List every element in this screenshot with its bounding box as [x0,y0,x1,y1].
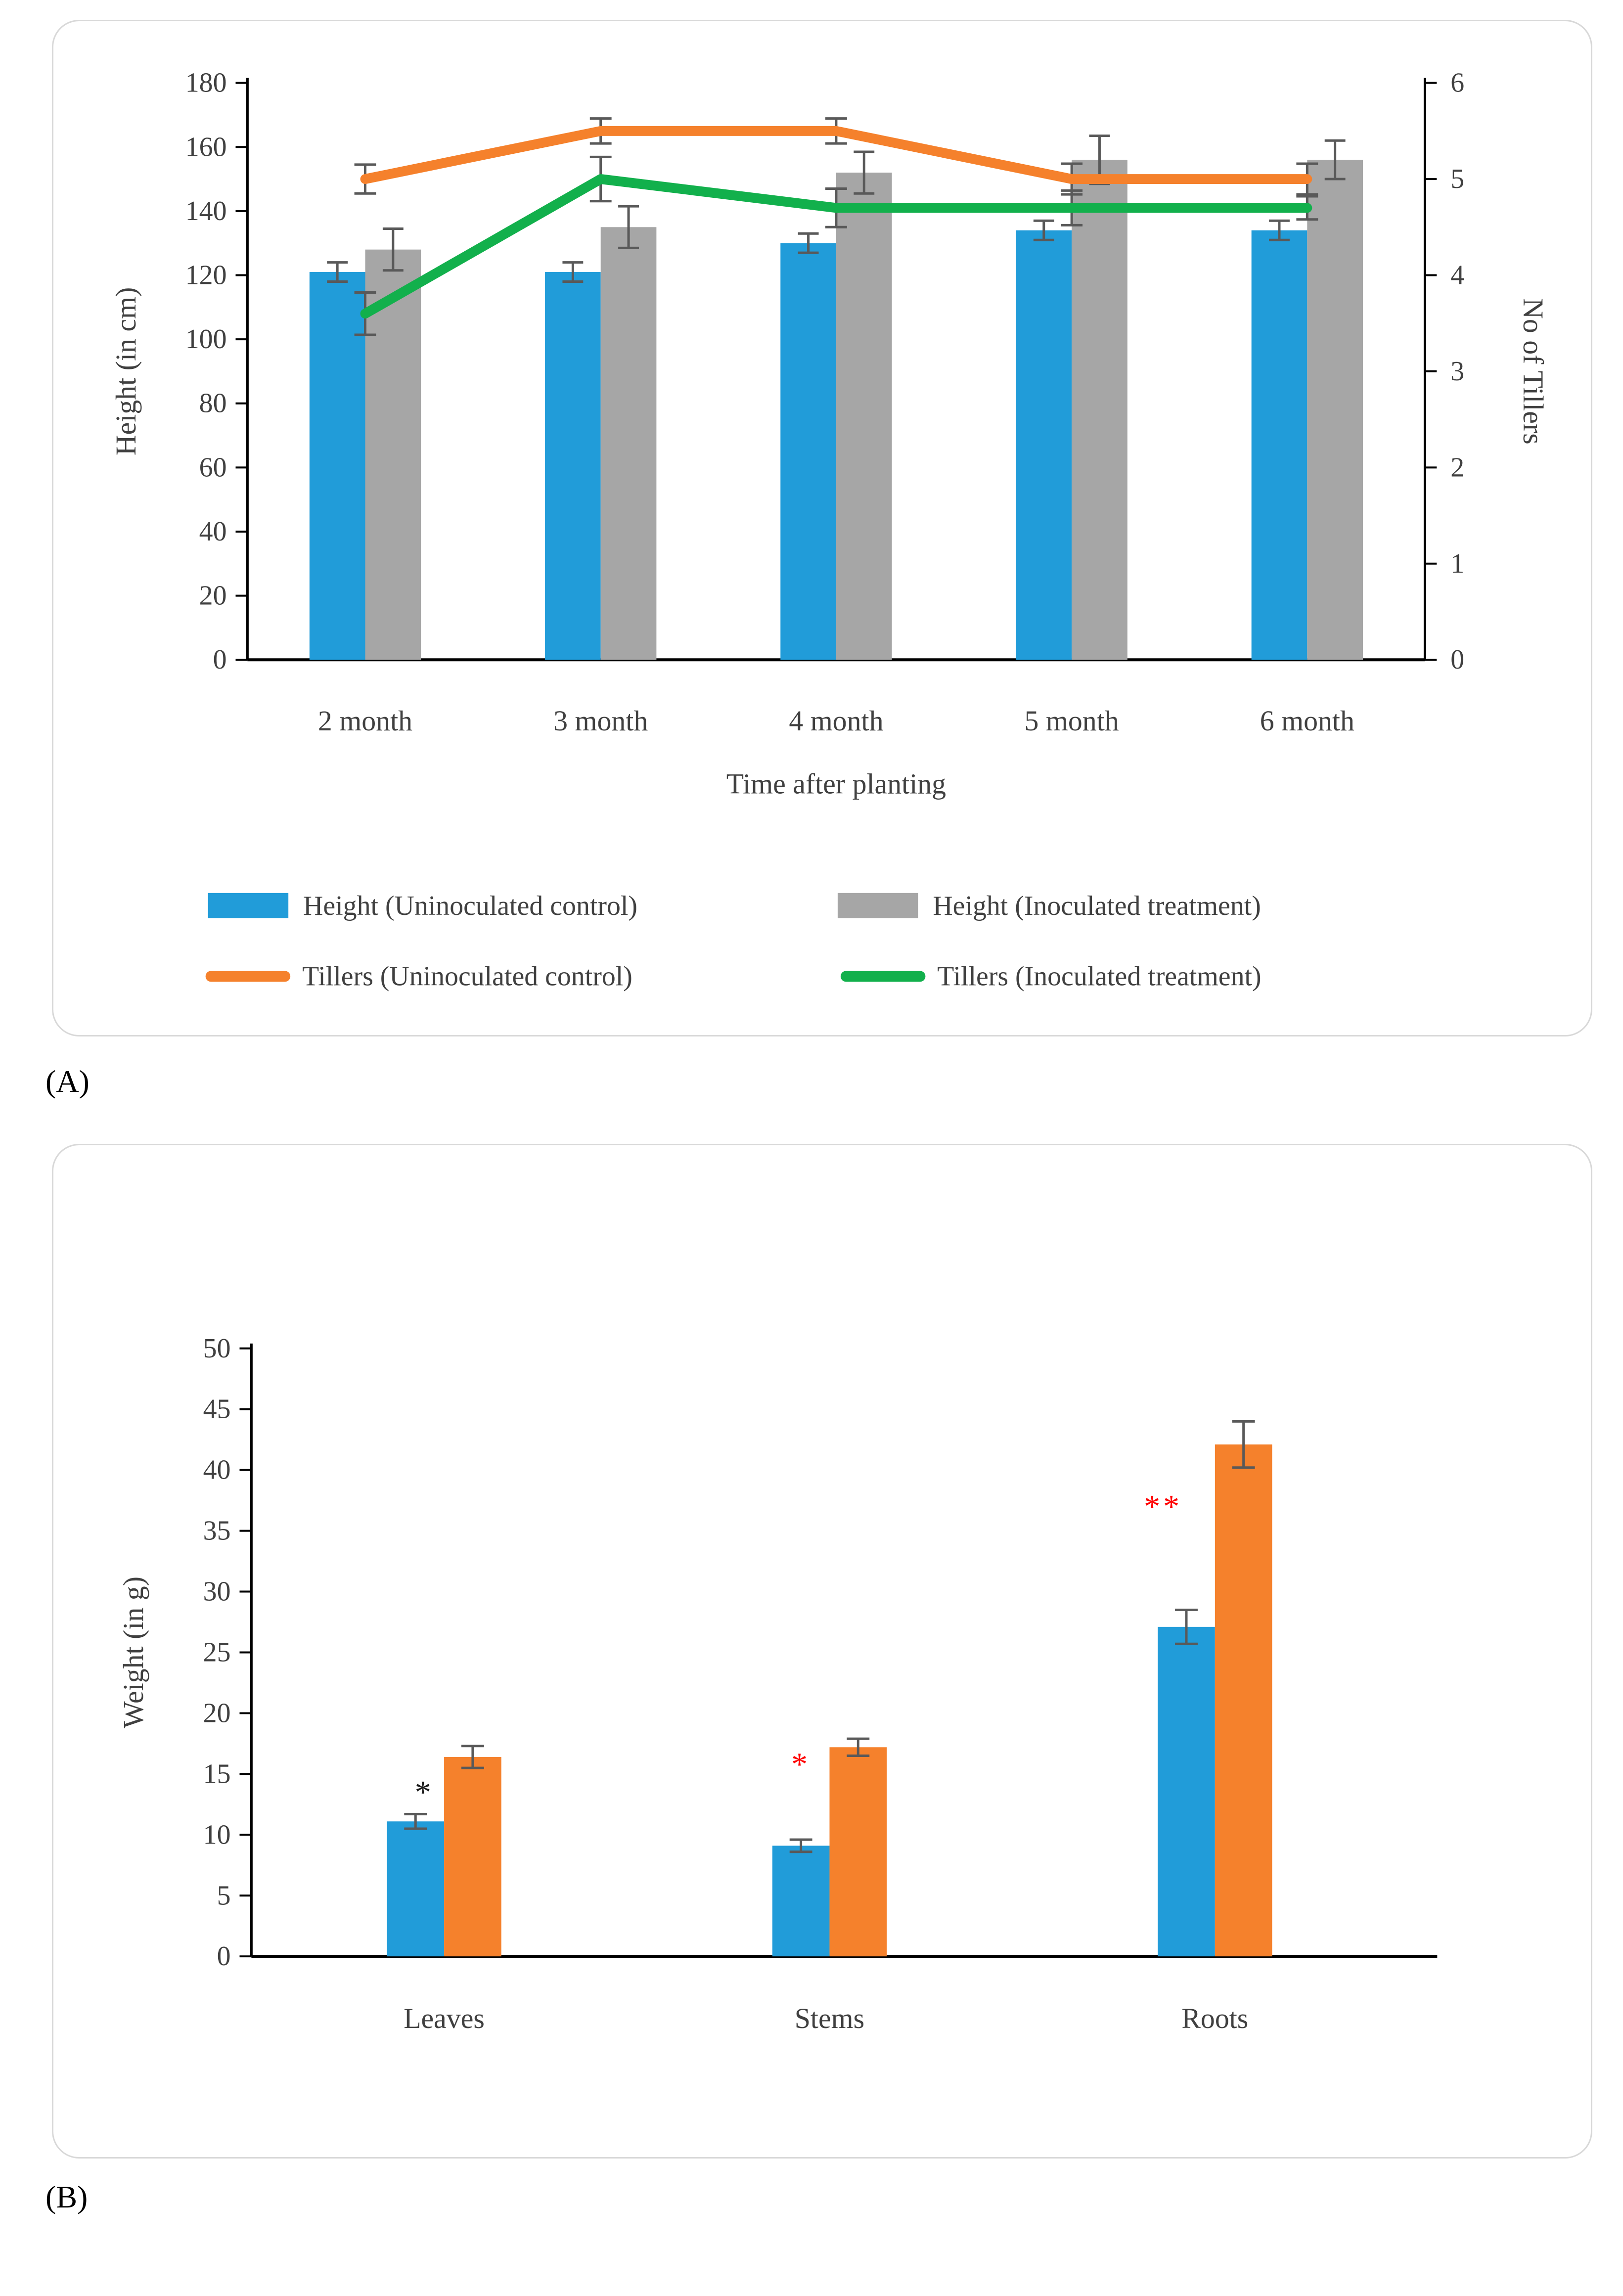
error-bar-orange-bars-leaves [461,1745,484,1769]
right-axis-tick-label: 5 [1450,164,1464,194]
left-axis-tick-label: 120 [185,260,227,290]
y-axis-tick-label: 40 [203,1455,231,1486]
error-bar-height-uninoculated-control-5-month [1033,219,1054,241]
significance-annotation-roots: ** [1144,1488,1182,1525]
x-category-label-leaves: Leaves [404,2002,485,2034]
error-bar-height-uninoculated-control-6-month [1269,219,1290,241]
left-axis-tick-label: 60 [199,452,227,483]
x-category-label-5-month: 5 month [1025,705,1119,737]
panel-b-label: (B) [45,2179,88,2214]
legend-swatch-height-uninoculated-control [208,893,289,918]
y-axis-tick-label: 20 [203,1698,231,1728]
bar-blue-bars-leaves [387,1821,445,1957]
bar-blue-bars-stems [772,1846,830,1957]
error-bar-height-inoculated-treatment-4-month [854,150,875,195]
error-bar-height-inoculated-treatment-6-month [1324,139,1346,180]
chart-a: 0 20 40 60 80 100 120 140 160 180 0 1 2 3 4 5 6 2 month 3 … [110,68,1549,992]
y-axis-tick-label: 0 [217,1941,231,1972]
bar-height-uninoculated-control-6-month [1251,230,1307,660]
right-axis-tick-label: 4 [1450,260,1464,290]
bar-height-inoculated-treatment-4-month [836,173,892,660]
line-tillers-inoculated-treatment [360,174,1312,319]
right-axis-tick-label: 0 [1450,644,1464,675]
bar-orange-bars-stems [829,1747,887,1957]
left-axis-tick-label: 80 [199,388,227,419]
left-axis-title: Height (in cm) [110,287,142,455]
right-axis-tick-label: 1 [1450,548,1464,579]
bar-orange-bars-leaves [444,1756,501,1957]
bar-height-uninoculated-control-2-month [309,272,365,660]
x-category-label-6-month: 6 month [1260,705,1354,737]
bar-height-uninoculated-control-3-month [545,272,601,660]
y-axis-tick-label: 35 [203,1516,231,1546]
legend-label-tillers-inoculated-treatment: Tillers (Inoculated treatment) [937,961,1261,991]
left-axis-tick-label: 40 [199,516,227,547]
y-axis-tick-label: 25 [203,1637,231,1667]
panel-a-card: 0 20 40 60 80 100 120 140 160 180 0 1 2 3 4 5 6 2 month 3 … [52,20,1592,1036]
bar-orange-bars-roots [1215,1444,1272,1957]
legend-swatch-height-inoculated-treatment [837,893,918,918]
bar-height-uninoculated-control-5-month [1016,230,1072,660]
y-axis-tick-label: 50 [203,1333,231,1364]
y-axis-tick-label: 10 [203,1819,231,1850]
bar-height-uninoculated-control-4-month [780,243,836,660]
right-axis-tick-label: 2 [1450,452,1464,483]
x-category-label-4-month: 4 month [789,705,883,737]
error-bar-orange-bars-stems [847,1737,870,1757]
legend-swatch-tillers-uninoculated-control [205,971,291,982]
bar-height-inoculated-treatment-6-month [1307,160,1363,660]
error-bar-blue-bars-roots [1175,1608,1198,1645]
y-axis-title: Weight (in g) [117,1576,149,1728]
left-axis-tick-label: 160 [185,132,227,162]
left-axis-tick-label: 0 [213,644,227,675]
panel-b-card: 0 5 10 15 20 25 30 35 40 45 50 * * ** Leaves Stems Roots… [52,1144,1592,2159]
x-category-label-stems: Stems [795,2002,864,2034]
x-category-label-2-month: 2 month [318,705,412,737]
left-axis-tick-label: 180 [185,68,227,98]
left-axis-tick-label: 20 [199,581,227,611]
error-bar-blue-bars-leaves [404,1813,427,1830]
error-bar-height-inoculated-treatment-3-month [618,205,639,249]
significance-annotation-leaves: * [415,1774,434,1810]
panel-a-label: (A) [45,1064,90,1099]
right-axis-title: No of Tillers [1517,298,1549,445]
significance-annotation-stems: * [791,1746,811,1782]
error-bar-blue-bars-stems [789,1838,812,1853]
right-axis-tick-label: 6 [1450,68,1464,98]
bar-height-inoculated-treatment-5-month [1072,160,1127,660]
error-bar-height-inoculated-treatment-2-month [382,227,404,272]
y-axis-tick-label: 30 [203,1576,231,1607]
y-axis-tick-label: 15 [203,1758,231,1789]
legend-label-height-inoculated-treatment: Height (Inoculated treatment) [933,891,1261,921]
error-bar-height-uninoculated-control-2-month [327,261,348,283]
bar-blue-bars-roots [1158,1626,1215,1957]
error-bar-height-uninoculated-control-3-month [562,261,584,283]
bar-height-inoculated-treatment-2-month [365,249,421,660]
legend-label-tillers-uninoculated-control: Tillers (Uninoculated control) [302,961,632,991]
bar-height-inoculated-treatment-3-month [600,227,657,660]
left-axis-tick-label: 100 [185,324,227,355]
error-bar-height-uninoculated-control-4-month [798,232,819,254]
x-axis-title: Time after planting [726,767,946,800]
right-axis-tick-label: 3 [1450,356,1464,387]
line-tillers-uninoculated-control [360,126,1312,184]
legend-swatch-tillers-inoculated-treatment [840,971,926,982]
y-axis-tick-label: 5 [217,1880,231,1911]
error-bar-orange-bars-roots [1232,1420,1255,1469]
y-axis-tick-label: 45 [203,1394,231,1425]
left-axis-tick-label: 140 [185,196,227,226]
x-category-label-roots: Roots [1181,2002,1248,2034]
legend-label-height-uninoculated-control: Height (Uninoculated control) [303,891,637,921]
x-category-label-3-month: 3 month [553,705,648,737]
